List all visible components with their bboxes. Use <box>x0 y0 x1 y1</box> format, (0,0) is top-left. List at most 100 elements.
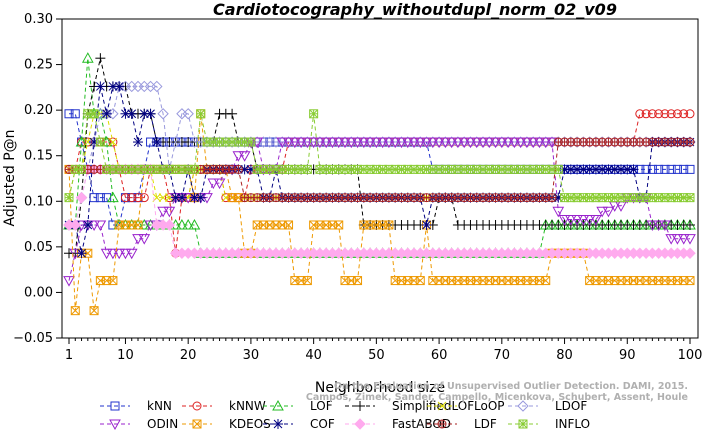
series-point <box>188 218 201 230</box>
series-point <box>652 220 665 232</box>
x-tick-label: 70 <box>494 348 511 363</box>
series-point <box>495 137 508 149</box>
series-point <box>64 109 74 119</box>
series-point <box>169 136 182 148</box>
series-point <box>182 108 194 120</box>
series-point <box>108 276 118 286</box>
series-point <box>685 219 695 230</box>
series-point <box>370 137 383 149</box>
x-tick-label: 60 <box>431 348 448 363</box>
series-point <box>76 248 87 259</box>
series-point <box>100 248 113 260</box>
series-point <box>660 164 670 174</box>
series-point <box>654 109 664 119</box>
y-axis-label: Adjusted P@n <box>2 129 18 226</box>
series-point <box>334 220 344 230</box>
series-point <box>94 220 107 232</box>
series-point <box>415 276 425 286</box>
series-point <box>314 137 326 149</box>
series-point <box>64 193 74 203</box>
series-point <box>666 164 676 174</box>
legend-swatch-marker <box>354 418 366 430</box>
series-point <box>458 137 471 149</box>
x-axis: 1 10 20 30 40 50 60 70 80 90 100 <box>65 338 702 363</box>
series-point <box>527 137 540 149</box>
series-point <box>81 52 94 63</box>
series-point <box>635 109 645 119</box>
legend-label: LOF <box>310 399 333 413</box>
legend-swatch-marker <box>437 401 447 411</box>
series-point <box>301 137 314 149</box>
series-point <box>221 193 231 203</box>
series-point <box>590 215 602 226</box>
series-point <box>246 137 256 147</box>
series-point <box>647 109 657 119</box>
legend-swatch-marker <box>517 400 529 412</box>
series-point <box>521 137 533 149</box>
series-point <box>158 193 168 202</box>
plot-area <box>63 52 696 316</box>
legend-item-fastabod: FastABOD <box>345 417 451 431</box>
series-point <box>195 192 206 203</box>
series-point <box>108 137 118 147</box>
legend-swatch-marker <box>192 419 202 429</box>
series-point <box>464 137 477 149</box>
series-line <box>68 113 690 199</box>
x-tick-label: 80 <box>556 348 573 363</box>
series-point <box>82 219 93 230</box>
series-point <box>163 206 176 218</box>
series-point <box>641 109 651 119</box>
series-point <box>426 137 439 149</box>
series-point <box>138 234 151 245</box>
series-point <box>602 206 615 218</box>
series-point <box>151 137 162 148</box>
series-point <box>401 137 414 149</box>
series-inflo <box>64 109 695 203</box>
series-point <box>677 234 690 245</box>
series-point <box>685 109 695 119</box>
series-point <box>420 137 433 149</box>
series-point <box>207 178 220 190</box>
y-tick-label: 0.20 <box>24 103 53 118</box>
series-point <box>483 137 496 149</box>
y-tick-label: 0.30 <box>24 12 53 27</box>
series-point <box>302 164 312 174</box>
series-point <box>157 108 169 120</box>
series-point <box>95 53 106 64</box>
series-point <box>332 137 345 149</box>
series-point <box>445 137 458 149</box>
x-tick-label: 1 <box>65 348 73 363</box>
series-point <box>414 137 427 149</box>
series-point <box>120 193 130 203</box>
series-point <box>326 137 339 149</box>
series-point <box>514 137 527 149</box>
legend-swatch-marker <box>273 419 283 429</box>
chart-title: Cardiotocography_withoutdupl_norm_02_v09 <box>213 0 617 19</box>
series-odin <box>63 137 696 287</box>
series-point <box>132 234 144 245</box>
series-point <box>541 276 551 286</box>
series-point <box>196 109 206 119</box>
series-point <box>320 137 333 149</box>
series-point <box>452 137 464 149</box>
series-point <box>107 191 119 203</box>
series-point <box>339 137 351 149</box>
series-line <box>69 85 690 254</box>
series-point <box>659 220 671 232</box>
series-point <box>628 164 639 175</box>
legend-item-knnw: kNNW <box>182 399 266 413</box>
series-point <box>139 108 150 119</box>
series-point <box>157 206 169 218</box>
legend-item-ldf: LDF <box>427 417 497 431</box>
series-point <box>679 109 689 119</box>
legend-label: KDEOS <box>229 417 271 431</box>
series-point <box>564 215 577 226</box>
series-point <box>182 218 195 230</box>
legend-item-odin: ODIN <box>100 417 178 431</box>
legend-item-ldof: LDOF <box>508 399 587 413</box>
y-tick-label: 0.05 <box>24 240 53 255</box>
series-line <box>69 168 690 254</box>
legend-item-knn: kNN <box>100 399 172 413</box>
legend-item-loop: LoOP <box>427 399 505 413</box>
series-point <box>553 164 563 174</box>
